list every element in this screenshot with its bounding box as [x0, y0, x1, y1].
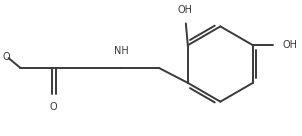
Text: OH: OH — [283, 40, 298, 50]
Text: NH: NH — [114, 46, 129, 56]
Text: O: O — [3, 52, 11, 62]
Text: OH: OH — [177, 4, 192, 15]
Text: O: O — [49, 102, 57, 112]
